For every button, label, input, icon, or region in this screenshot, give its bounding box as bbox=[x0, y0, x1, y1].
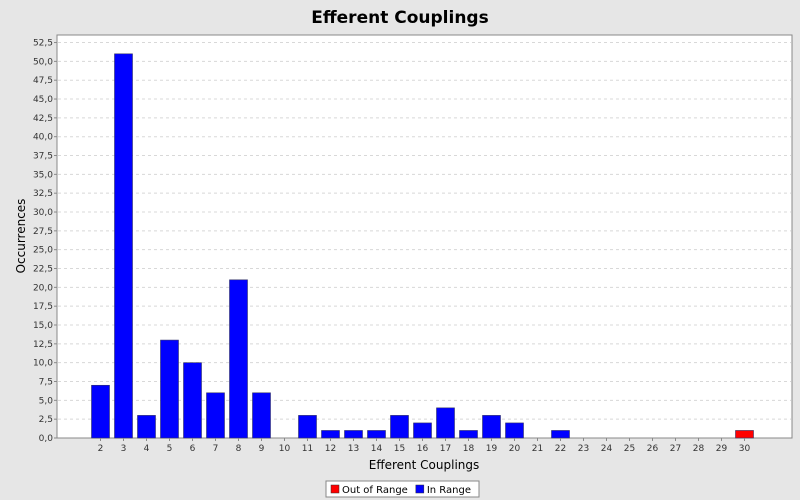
y-tick-label: 5,0 bbox=[39, 396, 54, 406]
bar bbox=[252, 392, 271, 439]
y-tick-label: 47,5 bbox=[33, 76, 53, 86]
bar bbox=[367, 430, 386, 439]
bars bbox=[91, 53, 754, 439]
x-tick-label: 8 bbox=[236, 444, 242, 454]
y-tick-label: 2,5 bbox=[39, 415, 53, 425]
x-tick-label: 28 bbox=[693, 444, 705, 454]
y-tick-label: 50,0 bbox=[33, 57, 53, 67]
x-tick-label: 29 bbox=[716, 444, 728, 454]
x-tick-label: 3 bbox=[121, 444, 127, 454]
bar bbox=[183, 362, 202, 439]
y-tick-label: 30,0 bbox=[33, 208, 53, 218]
x-tick-label: 26 bbox=[647, 444, 659, 454]
x-axis-ticks: 2 3 4 5 6 7 8 9 10 11 12 13 14 15 16 17 18 19 20 21 22 23 24 25… bbox=[98, 438, 751, 454]
bar bbox=[551, 430, 570, 439]
bar bbox=[735, 430, 754, 439]
x-tick-label: 14 bbox=[371, 444, 383, 454]
bar bbox=[505, 422, 524, 439]
legend-label: Out of Range bbox=[342, 485, 408, 496]
x-tick-label: 27 bbox=[670, 444, 681, 454]
x-tick-label: 7 bbox=[213, 444, 219, 454]
x-tick-label: 18 bbox=[463, 444, 475, 454]
x-tick-label: 19 bbox=[486, 444, 498, 454]
y-tick-label: 52,5 bbox=[33, 39, 53, 49]
x-tick-label: 21 bbox=[532, 444, 543, 454]
plot-area bbox=[56, 34, 793, 439]
x-tick-label: 2 bbox=[98, 444, 104, 454]
legend-swatch bbox=[330, 484, 340, 494]
y-tick-label: 0,0 bbox=[39, 434, 54, 444]
y-tick-label: 20,0 bbox=[33, 283, 53, 293]
legend-item: In Range bbox=[415, 484, 471, 496]
x-tick-label: 13 bbox=[348, 444, 359, 454]
y-tick-label: 17,5 bbox=[33, 302, 53, 312]
bar bbox=[482, 415, 501, 439]
y-tick-label: 40,0 bbox=[33, 133, 53, 143]
y-tick-label: 25,0 bbox=[33, 246, 53, 256]
bar bbox=[344, 430, 363, 439]
bar bbox=[114, 53, 133, 439]
y-tick-label: 10,0 bbox=[33, 359, 53, 369]
x-tick-label: 24 bbox=[601, 444, 613, 454]
bar bbox=[298, 415, 317, 439]
y-tick-label: 7,5 bbox=[39, 378, 53, 388]
y-axis-ticks: 0,0 2,5 5,0 7,5 10,0 12,5 15,0 17,5 20,0 22,5 25,0… bbox=[33, 39, 57, 444]
bar bbox=[413, 422, 432, 439]
chart-title: Efferent Couplings bbox=[311, 8, 488, 28]
y-tick-label: 15,0 bbox=[33, 321, 53, 331]
x-tick-label: 22 bbox=[555, 444, 566, 454]
bar bbox=[459, 430, 478, 439]
x-tick-label: 9 bbox=[259, 444, 265, 454]
y-tick-label: 22,5 bbox=[33, 265, 53, 275]
legend: Out of Range In Range bbox=[325, 480, 480, 498]
x-tick-label: 10 bbox=[279, 444, 291, 454]
x-tick-label: 12 bbox=[325, 444, 336, 454]
y-tick-label: 27,5 bbox=[33, 227, 53, 237]
bar bbox=[321, 430, 340, 439]
x-tick-label: 25 bbox=[624, 444, 635, 454]
bar bbox=[206, 392, 225, 439]
y-tick-label: 45,0 bbox=[33, 95, 53, 105]
x-tick-label: 16 bbox=[417, 444, 429, 454]
bar bbox=[229, 279, 248, 439]
x-tick-label: 23 bbox=[578, 444, 589, 454]
bar bbox=[390, 415, 409, 439]
legend-item: Out of Range bbox=[330, 484, 408, 496]
y-tick-label: 12,5 bbox=[33, 340, 53, 350]
bar bbox=[137, 415, 156, 439]
y-tick-label: 35,0 bbox=[33, 170, 53, 180]
bar bbox=[91, 384, 110, 439]
x-tick-label: 4 bbox=[144, 444, 150, 454]
x-tick-label: 15 bbox=[394, 444, 405, 454]
legend-label: In Range bbox=[427, 485, 471, 496]
x-tick-label: 17 bbox=[440, 444, 451, 454]
x-tick-label: 11 bbox=[302, 444, 313, 454]
y-tick-label: 37,5 bbox=[33, 152, 53, 162]
grid-lines bbox=[58, 42, 791, 420]
x-tick-label: 5 bbox=[167, 444, 173, 454]
y-tick-label: 42,5 bbox=[33, 114, 53, 124]
bar bbox=[436, 407, 455, 439]
x-tick-label: 6 bbox=[190, 444, 196, 454]
legend-box bbox=[325, 480, 480, 498]
x-tick-label: 30 bbox=[739, 444, 751, 454]
y-tick-label: 32,5 bbox=[33, 189, 53, 199]
y-axis-label: Occurrences bbox=[14, 199, 28, 274]
x-axis-label: Efferent Couplings bbox=[369, 458, 480, 472]
x-tick-label: 20 bbox=[509, 444, 521, 454]
legend-swatch bbox=[415, 484, 425, 494]
bar bbox=[160, 339, 179, 439]
